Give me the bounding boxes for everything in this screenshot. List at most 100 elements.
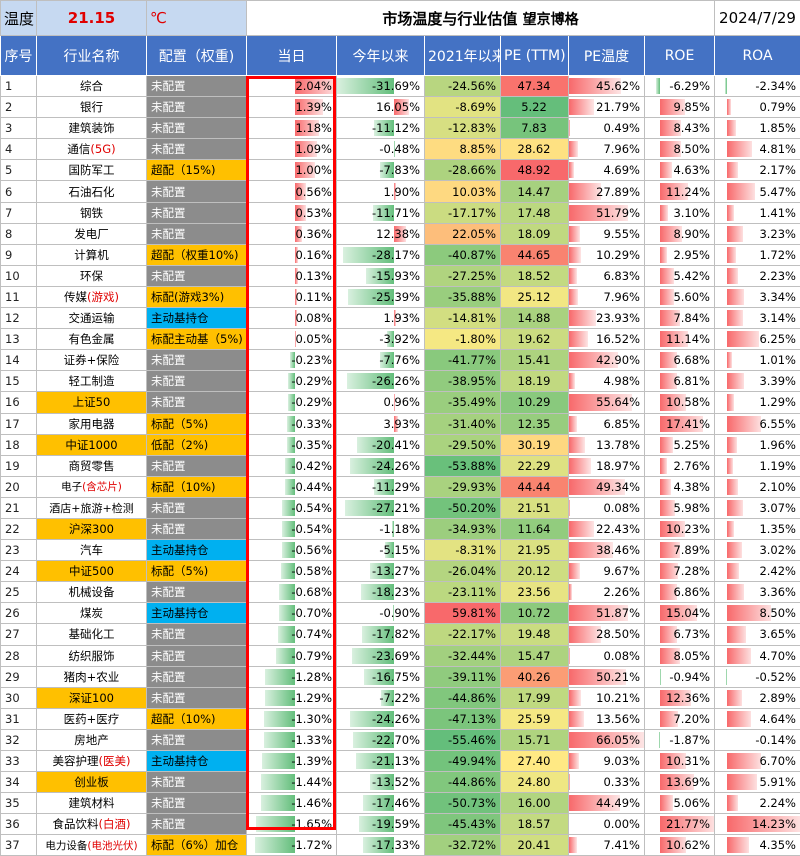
today-change-value: -0.23% — [291, 353, 332, 367]
roe-value-bar — [660, 437, 673, 453]
roe-value-value: 5.42% — [673, 269, 710, 283]
roe-value: 6.86% — [645, 582, 715, 603]
col-pe-temp-header[interactable]: PE温度 — [569, 36, 645, 76]
industry-name-text: 家用电器 — [69, 417, 115, 431]
pe-temperature: 6.85% — [569, 413, 645, 434]
row-index: 4 — [1, 139, 37, 160]
col-roe-header[interactable]: ROE — [645, 36, 715, 76]
pe-temperature-value: 42.90% — [596, 353, 640, 367]
pe-temperature-value: 50.21% — [596, 670, 640, 684]
col-ytd-header[interactable]: 今年以来 — [337, 36, 425, 76]
pe-temperature: 10.21% — [569, 687, 645, 708]
roe-value: 4.38% — [645, 476, 715, 497]
ytd-change: -27.21% — [337, 497, 425, 518]
pe-temperature: 45.62% — [569, 76, 645, 97]
today-change: -0.29% — [247, 371, 337, 392]
pe-temperature: 49.34% — [569, 476, 645, 497]
roa-value: 8.50% — [715, 603, 800, 624]
roa-value: 3.36% — [715, 582, 800, 603]
date-cell: 2024/7/29 — [715, 1, 800, 36]
ytd-change: -7.76% — [337, 350, 425, 371]
roa-value-value: 6.55% — [759, 417, 796, 431]
pe-temperature-value: 0.33% — [603, 775, 640, 789]
industry-name-text: 证券+保险 — [64, 353, 120, 367]
pe-temperature-bar — [569, 458, 591, 474]
industry-name: 食品饮料(白酒) — [37, 814, 147, 835]
today-change: -0.42% — [247, 455, 337, 476]
industry-name: 猪肉+农业 — [37, 666, 147, 687]
pe-temperature-value: 0.08% — [603, 649, 640, 663]
roa-value: 2.23% — [715, 265, 800, 286]
ytd-change-value: -23.69% — [372, 649, 420, 663]
industry-name: 轻工制造 — [37, 371, 147, 392]
pe-temperature-bar — [569, 584, 572, 600]
config-cell: 未配置 — [147, 392, 247, 413]
since2021-change: 10.03% — [425, 181, 501, 202]
industry-name-text: 美容护理 — [53, 754, 99, 768]
industry-name-text: 煤炭 — [80, 606, 103, 620]
config-cell: 标配主动基（5%) — [147, 329, 247, 350]
today-change: -1.46% — [247, 793, 337, 814]
col-roa-header[interactable]: ROA — [715, 36, 800, 76]
industry-name: 证券+保险 — [37, 350, 147, 371]
roa-value: 6.55% — [715, 413, 800, 434]
roa-value-bar — [727, 479, 738, 495]
row-index: 22 — [1, 518, 37, 539]
row-index: 9 — [1, 244, 37, 265]
pe-temperature: 13.78% — [569, 434, 645, 455]
today-change-value: 1.18% — [295, 121, 332, 135]
roa-value-value: 4.35% — [759, 838, 796, 852]
ytd-change: -0.48% — [337, 139, 425, 160]
roa-value-value: 1.29% — [759, 395, 796, 409]
row-index: 12 — [1, 308, 37, 329]
ytd-change: -7.83% — [337, 160, 425, 181]
config-cell: 未配置 — [147, 518, 247, 539]
pe-temperature-value: 18.97% — [596, 459, 640, 473]
industry-name-text: 猪肉+农业 — [64, 670, 120, 684]
today-change-value: -0.74% — [291, 627, 332, 641]
roa-value-bar — [727, 795, 739, 811]
roe-value-value: 7.89% — [673, 543, 710, 557]
col-since2021-header[interactable]: 2021年以来 — [425, 36, 501, 76]
row-index: 18 — [1, 434, 37, 455]
col-today-header[interactable]: 当日 — [247, 36, 337, 76]
config-cell: 标配(游戏3%) — [147, 286, 247, 307]
industry-name: 建筑装饰 — [37, 118, 147, 139]
roa-value-value: 0.79% — [759, 100, 796, 114]
today-change: 0.13% — [247, 265, 337, 286]
pe-temperature-value: 9.67% — [603, 564, 640, 578]
today-change-value: -0.68% — [291, 585, 332, 599]
roa-value-bar — [727, 331, 759, 347]
col-pe-header[interactable]: PE (TTM) — [501, 36, 569, 76]
col-config-header[interactable]: 配置（权重) — [147, 36, 247, 76]
roa-value-bar — [727, 500, 743, 516]
today-change-value: 2.04% — [295, 79, 332, 93]
roe-value-value: 2.95% — [673, 248, 710, 262]
pe-temperature: 27.89% — [569, 181, 645, 202]
config-cell: 未配置 — [147, 814, 247, 835]
row-index: 19 — [1, 455, 37, 476]
roa-value: 3.39% — [715, 371, 800, 392]
roe-value-bar — [659, 732, 660, 748]
roe-value-bar — [660, 205, 668, 221]
config-cell: 主动基持仓 — [147, 603, 247, 624]
roa-value-bar — [727, 310, 743, 326]
industry-name-text: 银行 — [80, 100, 103, 114]
industry-name: 机械设备 — [37, 582, 147, 603]
roe-value: 3.10% — [645, 202, 715, 223]
since2021-change: -1.80% — [425, 329, 501, 350]
industry-name-text: 深证100 — [69, 691, 114, 705]
roa-value: 3.02% — [715, 540, 800, 561]
col-index-header[interactable]: 序号 — [1, 36, 37, 76]
ytd-change-value: -27.21% — [372, 501, 420, 515]
roa-value-value: 4.81% — [759, 142, 796, 156]
roe-value-value: 13.69% — [666, 775, 710, 789]
today-change: 1.18% — [247, 118, 337, 139]
pe-temperature-bar — [569, 416, 577, 432]
pe-temperature: 6.83% — [569, 265, 645, 286]
industry-name-text: 交通运输 — [69, 311, 115, 325]
col-industry-header[interactable]: 行业名称 — [37, 36, 147, 76]
